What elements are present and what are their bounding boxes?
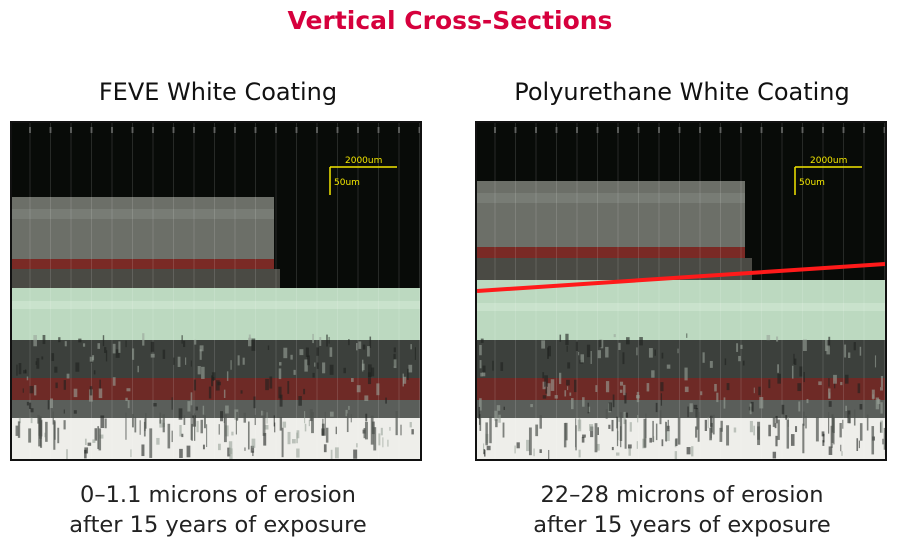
scale-label-vertical: 50um [799, 178, 825, 188]
panel-title-feve: FEVE White Coating [98, 78, 338, 106]
scale-bar: 2000um 50um [329, 156, 397, 195]
coating-layer [12, 197, 274, 259]
scale-bar: 2000um 50um [794, 156, 862, 195]
caption-line-1: 22–28 microns of erosion [540, 482, 824, 508]
caption-polyurethane: 22–28 microns of erosion after 15 years … [472, 480, 892, 540]
coating-layer [477, 181, 745, 247]
page-title: Vertical Cross-Sections [287, 6, 613, 35]
red-primer-band [477, 247, 745, 258]
caption-feve: 0–1.1 microns of erosion after 15 years … [8, 480, 428, 540]
cross-section-image-polyurethane: 2000um 50um [475, 121, 887, 461]
caption-line-1: 0–1.1 microns of erosion [80, 482, 356, 508]
substrate-layer [12, 418, 420, 459]
cross-section-image-feve: 2000um 50um [10, 121, 422, 461]
micrograph-polyurethane: 2000um 50um [477, 123, 885, 459]
caption-line-2: after 15 years of exposure [533, 512, 831, 538]
light-layer [12, 288, 420, 340]
red-primer-band [12, 259, 274, 269]
panel-title-polyurethane: Polyurethane White Coating [514, 78, 850, 106]
lower-red-band [477, 378, 885, 400]
dark-layer [12, 340, 420, 378]
scale-label-horizontal: 2000um [810, 156, 847, 166]
erosion-line [477, 262, 885, 293]
caption-line-2: after 15 years of exposure [69, 512, 367, 538]
micrograph-feve: 2000um 50um [12, 123, 420, 459]
scale-label-vertical: 50um [334, 178, 360, 188]
scale-label-horizontal: 2000um [345, 156, 382, 166]
dark-layer [477, 340, 885, 378]
